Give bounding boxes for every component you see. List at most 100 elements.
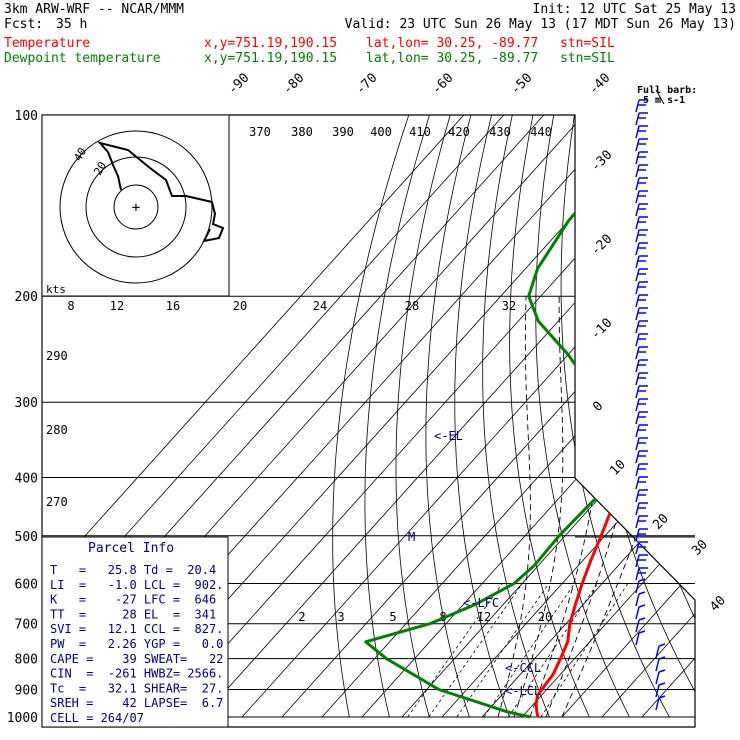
parcel-info-row: TT = 28 EL = 341 [50,607,216,621]
valid-time: Valid: 23 UTC Sun 26 May 13 (17 MDT Sun … [344,17,736,32]
isotherm-label: -90 [225,71,252,98]
adiabat-label: 280 [46,423,68,437]
parcel-info-row: SREH = 42 LAPSE= 6.7 [50,696,223,710]
isotherm-line [641,115,695,718]
parcel-info-row: K = -27 LFC = 646 [50,593,216,607]
parcel-info-row: CELL = 264/07 [50,711,144,725]
wind-barb [635,385,648,399]
dry-adiabat-line [482,115,550,718]
temperature-station: stn=SIL [560,36,615,51]
dry-adiabat-line [654,115,695,718]
dewpoint-latlon: lat,lon= 30.25, -89.77 [366,51,539,66]
m-annotation: M [408,530,415,544]
wind-barb [635,242,648,256]
mixing-ratio-label: 2 [298,610,305,624]
wind-barb [635,554,648,568]
dry-adiabat-line [509,115,590,718]
ccl-annotation: <-CCL [505,661,541,675]
pressure-label: 400 [15,471,38,486]
wind-barb [635,630,646,646]
dewpoint-profile [364,115,654,719]
hodograph-units: kts [46,283,66,296]
wind-barb [635,190,648,204]
mixing-ratio-line [483,583,575,718]
pressure-label: 100 [15,109,38,124]
wind-barb [635,112,648,126]
moist-adiabat-line [561,296,695,718]
dry-adiabat-line [719,115,740,717]
dewpoint-legend: Dewpoint temperature [4,51,161,66]
theta-label: 400 [370,125,392,139]
dewpoint-xy: x,y=751.19,190.15 [204,51,338,66]
parcel-info-row: T = 25.8 Td = 20.4 [50,563,216,577]
wind-barb [635,502,648,516]
wind-barb [635,138,648,152]
isotach-label: 16 [166,299,180,313]
pressure-label: 200 [15,290,38,305]
temperature-legend: Temperature [4,36,91,51]
wind-barb [635,307,648,321]
barb-legend-unit: 5 m s-1 [643,95,685,106]
wind-barb [655,669,666,685]
isotherm-label: -80 [280,71,307,98]
parcel-info-title: Parcel Info [88,541,174,556]
isotherm-label: -40 [586,71,613,98]
wind-barb [635,346,648,360]
isotherm-label: -30 [588,148,615,175]
dry-adiabat-line [632,115,695,718]
wind-barb [635,463,648,477]
isotherm-label: -60 [429,71,456,98]
wind-barbs: Full barb:5 m s-1 [635,85,697,711]
isotach-label: 28 [405,299,419,313]
theta-label: 430 [489,125,511,139]
wind-barb [635,476,648,490]
wind-barb [635,164,648,178]
wind-barb [635,229,648,243]
pressure-label: 500 [15,530,38,545]
pressure-label: 700 [15,618,38,633]
mixing-ratio-label: 12 [477,610,491,624]
wind-barb [635,177,648,191]
isotach-label: 20 [233,299,247,313]
dewpoint-station: stn=SIL [560,51,615,66]
lfc-annotation: <-LFC [463,596,499,610]
barb-legend-title: Full barb: [637,85,697,96]
parcel-info-row: SVI = 12.1 CCL = 827. [50,622,223,636]
theta-label: 440 [530,125,552,139]
theta-label: 410 [409,125,431,139]
init-time: Init: 12 UTC Sat 25 May 13 [532,2,737,17]
theta-label: 420 [448,125,470,139]
lcl-annotation: <-LCL [505,684,541,698]
pressure-label: 800 [15,653,38,668]
wind-barb [635,515,648,529]
adiabat-label: 270 [46,495,68,509]
mixing-ratio-line [508,583,598,718]
dry-adiabat-line [395,115,451,718]
wind-barb [635,398,648,412]
dry-adiabat-line [676,115,695,718]
parcel-info-row: CAPE = 39 SWEAT= 22 [50,652,223,666]
wind-barb [635,591,646,607]
pressure-label: 1000 [7,711,38,726]
isotherm-line [42,115,465,718]
wind-barb [635,372,648,386]
wind-barb [635,294,648,308]
isotherm-line [321,115,695,718]
parcel-info-frame [41,536,229,728]
wind-barb [635,125,648,139]
dry-adiabat-line [609,115,695,718]
wind-barb [635,359,648,373]
dry-adiabat-line [535,115,630,718]
isotherm-label: 20 [650,511,672,533]
el-annotation: <-EL [434,429,463,443]
mixing-ratio-label: 5 [389,610,396,624]
mixing-ratio-label: 20 [538,610,552,624]
parcel-info-box: Parcel Info T = 25.8 Td = 20.4LI = -1.0 L… [41,536,229,728]
isotach-label: 24 [313,299,327,313]
wind-barb [635,567,648,581]
model-title: 3km ARW-WRF -- NCAR/MMM [4,2,185,17]
dry-adiabat-line [332,115,410,718]
dry-adiabat-line [560,115,670,718]
isotherm-label: -20 [588,232,615,259]
